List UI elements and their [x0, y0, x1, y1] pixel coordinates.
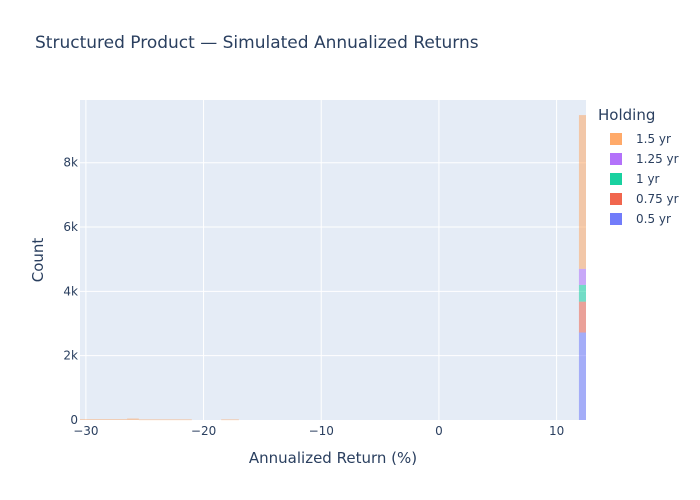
bar-1-25-yr	[578, 268, 586, 285]
legend-swatch	[610, 133, 622, 145]
bar-1-5-yr	[127, 418, 139, 420]
y-tick-label: 2k	[63, 349, 78, 363]
bar-1-5-yr	[80, 419, 128, 420]
gridlines	[80, 100, 586, 420]
y-tick-label: 4k	[63, 284, 78, 298]
legend-swatch	[610, 213, 622, 225]
legend-item[interactable]: 1.25 yr	[598, 149, 679, 169]
legend-item[interactable]: 0.5 yr	[598, 209, 679, 229]
x-tick-label: −30	[73, 424, 98, 438]
x-tick-label: −20	[191, 424, 216, 438]
legend-swatch	[610, 153, 622, 165]
bar-1-5-yr	[221, 419, 239, 421]
legend-label: 1.5 yr	[636, 132, 671, 146]
y-tick-label: 6k	[63, 220, 78, 234]
legend-item[interactable]: 1.5 yr	[598, 129, 679, 149]
legend-label: 1.25 yr	[636, 152, 679, 166]
legend-label: 0.5 yr	[636, 212, 671, 226]
chart-title: Structured Product — Simulated Annualize…	[35, 33, 479, 53]
legend-item[interactable]: 1 yr	[598, 169, 679, 189]
y-tick-label: 0	[70, 413, 78, 427]
x-axis-label: Annualized Return (%)	[249, 449, 417, 467]
x-tick-label: 0	[435, 424, 443, 438]
bar-1-yr	[578, 284, 586, 302]
legend-swatch	[610, 193, 622, 205]
bars	[80, 115, 586, 421]
bar-0-5-yr	[578, 332, 586, 420]
y-tick-label: 8k	[63, 156, 78, 170]
bar-1-5-yr	[578, 115, 586, 269]
legend-item[interactable]: 0.75 yr	[598, 189, 679, 209]
x-tick-label: 10	[549, 424, 564, 438]
legend: Holding 1.5 yr 1.25 yr 1 yr 0.75 yr 0.5 yr	[598, 106, 679, 229]
x-tick-label: −10	[309, 424, 334, 438]
tick-labels: −30 −20 −10 0 10 0 2k 4k 6k 8k	[63, 156, 564, 438]
legend-items: 1.5 yr 1.25 yr 1 yr 0.75 yr 0.5 yr	[598, 129, 679, 229]
legend-label: 1 yr	[636, 172, 660, 186]
legend-swatch	[610, 173, 622, 185]
plot-area	[80, 100, 586, 420]
legend-title: Holding	[598, 106, 656, 124]
legend-label: 0.75 yr	[636, 192, 679, 206]
y-axis-label: Count	[29, 238, 47, 283]
bar-1-5-yr	[138, 419, 192, 421]
bar-0-75-yr	[578, 301, 586, 333]
